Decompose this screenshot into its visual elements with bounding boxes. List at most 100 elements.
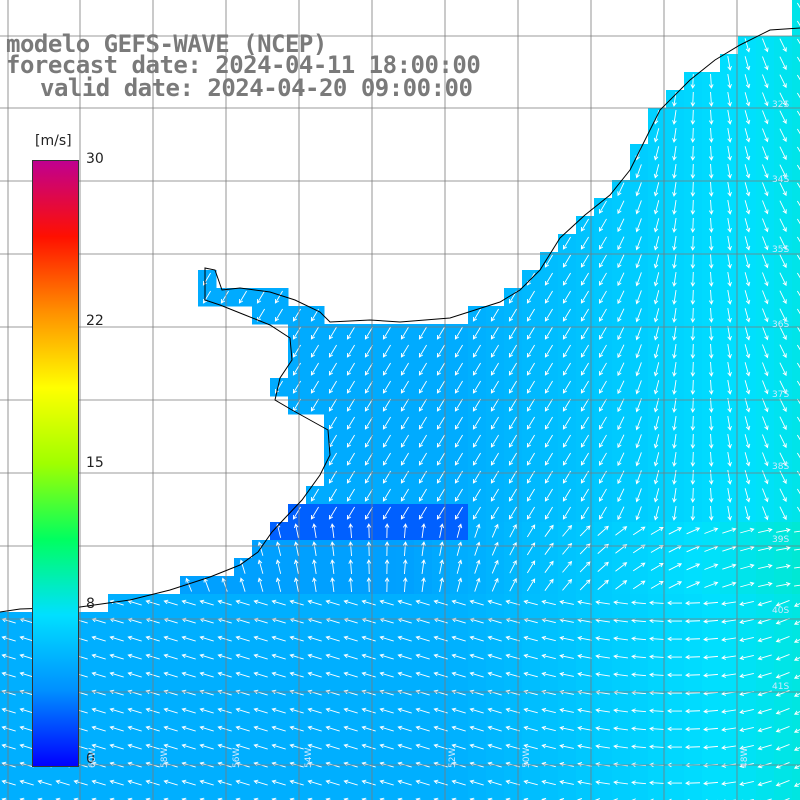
- wind-arrow: [617, 308, 625, 323]
- wind-arrow: [617, 506, 625, 521]
- wind-arrow: [796, 110, 800, 117]
- wind-arrow: [653, 254, 660, 269]
- wind-arrow: [541, 653, 556, 660]
- wind-arrow: [472, 344, 481, 358]
- wind-arrow: [508, 416, 517, 430]
- wind-arrow: [364, 416, 373, 430]
- wind-arrow: [776, 528, 791, 533]
- wind-arrow: [779, 110, 787, 125]
- wind-cell: [360, 792, 379, 800]
- wind-arrow: [91, 725, 106, 732]
- wind-arrow: [415, 599, 430, 606]
- wind-arrow: [690, 505, 696, 521]
- wind-arrow: [328, 506, 337, 520]
- wind-arrow: [181, 779, 196, 786]
- wind-arrow: [293, 577, 299, 592]
- wind-arrow: [436, 380, 445, 394]
- wind-arrow: [253, 779, 268, 786]
- wind-arrow: [690, 289, 696, 305]
- wind-arrow: [185, 577, 193, 592]
- wind-arrow: [271, 743, 286, 750]
- wind-arrow: [613, 726, 628, 731]
- wind-arrow: [613, 654, 628, 659]
- wind-arrow: [632, 562, 646, 572]
- wind-arrow: [181, 725, 196, 732]
- wind-cell: [558, 792, 577, 800]
- wind-arrow: [19, 707, 34, 714]
- wind-arrow: [526, 452, 535, 466]
- wind-arrow: [292, 344, 301, 358]
- wind-arrow: [325, 779, 340, 786]
- wind-arrow: [526, 434, 535, 448]
- wind-arrow: [690, 415, 696, 431]
- wind-arrow: [708, 181, 714, 197]
- wind-cell: [648, 792, 667, 800]
- wind-arrow: [744, 164, 751, 179]
- wind-arrow: [541, 671, 556, 678]
- wind-arrow: [199, 635, 214, 642]
- wind-arrow: [562, 416, 571, 430]
- wind-arrow: [617, 326, 625, 341]
- wind-arrow: [690, 145, 696, 161]
- wind-arrow: [163, 707, 178, 714]
- wind-arrow: [635, 182, 642, 197]
- wind-arrow: [653, 380, 660, 395]
- wind-cell: [270, 792, 289, 800]
- wind-arrow: [454, 398, 463, 412]
- wind-arrow: [487, 635, 502, 642]
- wind-arrow: [617, 452, 625, 467]
- wind-arrow: [366, 523, 372, 539]
- wind-arrow: [436, 344, 445, 358]
- wind-arrow: [796, 506, 800, 513]
- wind-arrow: [509, 541, 517, 556]
- wind-arrow: [433, 599, 448, 606]
- wind-arrow: [739, 601, 754, 607]
- wind-arrow: [617, 488, 625, 503]
- wind-arrow: [562, 398, 571, 412]
- wind-arrow: [599, 272, 607, 286]
- wind-arrow: [597, 579, 609, 590]
- wind-arrow: [667, 600, 683, 606]
- wind-arrow: [653, 200, 660, 215]
- wind-arrow: [757, 636, 772, 643]
- wind-arrow: [690, 217, 696, 233]
- wind-arrow: [127, 725, 142, 732]
- wind-arrow: [579, 579, 591, 591]
- wind-arrow: [690, 253, 696, 269]
- wind-arrow: [635, 200, 642, 215]
- wind-arrow: [708, 127, 714, 143]
- wind-arrow: [667, 726, 683, 732]
- wind-arrow: [202, 290, 211, 304]
- wind-arrow: [721, 781, 736, 786]
- wind-arrow: [690, 487, 696, 503]
- wind-arrow: [559, 653, 574, 659]
- wind-arrow: [667, 708, 683, 714]
- wind-arrow: [526, 362, 535, 376]
- wind-arrow: [508, 362, 517, 376]
- wind-arrow: [418, 488, 427, 502]
- wind-arrow: [667, 654, 683, 660]
- wind-arrow: [454, 416, 463, 430]
- wind-arrow: [109, 779, 124, 786]
- wind-cell: [792, 594, 800, 613]
- wind-cell: [486, 792, 505, 800]
- wind-arrow: [451, 725, 466, 732]
- wind-arrow: [653, 362, 660, 377]
- wind-arrow: [796, 272, 800, 279]
- wind-arrow: [796, 398, 800, 405]
- wind-arrow: [649, 654, 665, 660]
- wind-arrow: [217, 743, 232, 750]
- wind-arrow: [397, 671, 412, 678]
- wind-arrow: [727, 92, 732, 107]
- wind-arrow: [690, 181, 696, 197]
- wind-arrow: [793, 692, 800, 697]
- wind-arrow: [775, 672, 790, 679]
- wind-arrow: [415, 707, 430, 714]
- wind-arrow: [382, 362, 391, 376]
- wind-arrow: [762, 164, 769, 179]
- wind-arrow: [708, 271, 714, 287]
- wind-arrow: [599, 452, 607, 466]
- wind-arrow: [382, 488, 391, 502]
- wind-arrow: [757, 726, 772, 733]
- wind-arrow: [708, 505, 714, 521]
